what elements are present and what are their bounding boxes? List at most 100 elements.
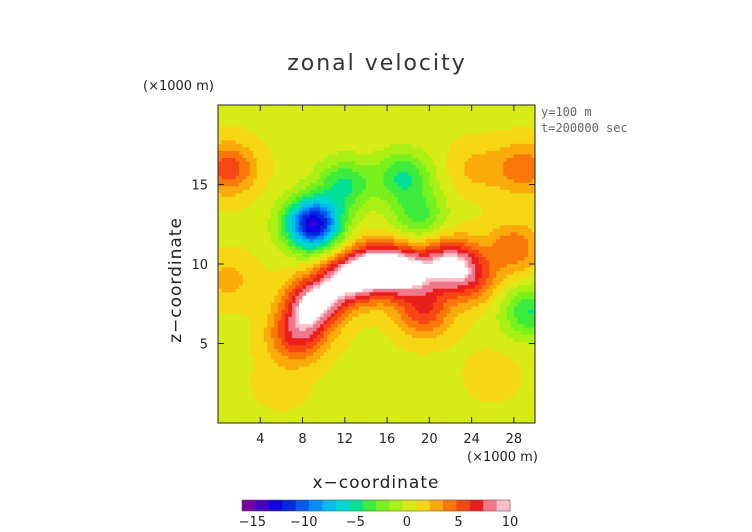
heatmap-cell — [404, 221, 409, 226]
heatmap-cell — [306, 133, 311, 138]
heatmap-cell — [527, 256, 533, 262]
heatmap-cell — [316, 225, 321, 230]
heatmap-cell — [432, 232, 437, 237]
heatmap-cell — [239, 299, 244, 304]
heatmap-cell — [348, 182, 353, 187]
heatmap-cell — [499, 274, 504, 279]
heatmap-cell — [218, 253, 223, 258]
heatmap-cell — [284, 285, 290, 290]
heatmap-cell — [351, 211, 356, 216]
heatmap-cell — [482, 271, 487, 276]
heatmap-cell — [436, 267, 441, 272]
heatmap-cell — [239, 112, 244, 117]
heatmap-cell — [327, 274, 332, 279]
heatmap-cell — [295, 214, 300, 219]
heatmap-cell — [362, 228, 367, 233]
heatmap-cell — [313, 256, 318, 262]
heatmap-cell — [510, 278, 515, 283]
heatmap-cell — [218, 196, 223, 201]
heatmap-cell — [471, 225, 476, 230]
heatmap-cell — [288, 267, 293, 272]
heatmap-cell — [362, 246, 367, 251]
heatmap-cell — [390, 129, 395, 134]
heatmap-cell — [520, 193, 526, 198]
heatmap-cell — [411, 200, 416, 205]
heatmap-cell — [309, 285, 314, 290]
heatmap-cell — [524, 232, 529, 237]
heatmap-cell — [239, 200, 244, 205]
heatmap-cell — [429, 235, 434, 240]
heatmap-cell — [468, 278, 473, 283]
heatmap-cell — [351, 207, 356, 212]
heatmap-cell — [277, 260, 282, 265]
heatmap-cell — [246, 175, 251, 180]
heatmap-cell — [387, 129, 392, 134]
heatmap-cell — [457, 115, 462, 120]
heatmap-cell — [309, 295, 314, 300]
heatmap-cell — [394, 150, 399, 156]
heatmap-cell — [348, 211, 353, 216]
heatmap-cell — [383, 246, 388, 251]
heatmap-cell — [397, 172, 402, 177]
heatmap-cell — [471, 264, 476, 269]
heatmap-cell — [517, 133, 522, 138]
heatmap-cell — [380, 108, 385, 113]
heatmap-cell — [475, 239, 480, 244]
heatmap-cell — [369, 242, 374, 247]
heatmap-cell — [457, 253, 462, 258]
heatmap-cell — [253, 186, 258, 191]
heatmap-cell — [270, 175, 275, 180]
heatmap-cell — [376, 232, 381, 237]
heatmap-cell — [256, 182, 261, 187]
heatmap-cell — [277, 154, 282, 159]
heatmap-cell — [492, 193, 497, 198]
heatmap-cell — [496, 274, 501, 279]
heatmap-cell — [313, 115, 318, 120]
heatmap-cell — [365, 278, 371, 283]
heatmap-cell — [358, 218, 364, 223]
heatmap-cell — [334, 108, 339, 113]
heatmap-cell — [496, 239, 501, 244]
heatmap-cell — [436, 168, 441, 173]
heatmap-cell — [228, 186, 233, 191]
heatmap-cell — [408, 161, 413, 166]
heatmap-cell — [390, 214, 395, 219]
heatmap-cell — [225, 161, 230, 166]
heatmap-cell — [503, 214, 508, 219]
heatmap-cell — [510, 207, 515, 212]
heatmap-cell — [485, 172, 490, 177]
heatmap-cell — [253, 253, 258, 258]
heatmap-cell — [372, 211, 378, 216]
heatmap-cell — [270, 281, 275, 286]
heatmap-cell — [263, 168, 268, 173]
heatmap-cell — [369, 122, 374, 127]
heatmap-cell — [461, 189, 466, 194]
heatmap-cell — [464, 239, 469, 244]
heatmap-cell — [281, 225, 286, 230]
heatmap-cell — [260, 196, 265, 201]
heatmap-cell — [246, 108, 251, 113]
heatmap-cell — [439, 274, 445, 279]
heatmap-cell — [436, 232, 441, 237]
heatmap-cell — [475, 105, 480, 110]
heatmap-cell — [492, 154, 497, 159]
heatmap-cell — [277, 235, 282, 240]
heatmap-cell — [260, 218, 265, 223]
heatmap-cell — [450, 189, 455, 194]
heatmap-cell — [232, 232, 237, 237]
heatmap-cell — [461, 147, 466, 152]
heatmap-cell — [401, 274, 406, 279]
heatmap-cell — [344, 119, 349, 124]
heatmap-cell — [429, 105, 434, 110]
heatmap-cell — [320, 158, 325, 163]
heatmap-cell — [506, 225, 511, 230]
heatmap-cell — [471, 172, 476, 177]
heatmap-cell — [249, 253, 254, 258]
heatmap-cell — [475, 218, 480, 223]
heatmap-cell — [299, 182, 304, 187]
heatmap-cell — [337, 274, 342, 279]
heatmap-cell — [457, 112, 462, 117]
heatmap-cell — [415, 203, 420, 209]
heatmap-cell — [401, 150, 406, 156]
heatmap-cell — [362, 232, 367, 237]
